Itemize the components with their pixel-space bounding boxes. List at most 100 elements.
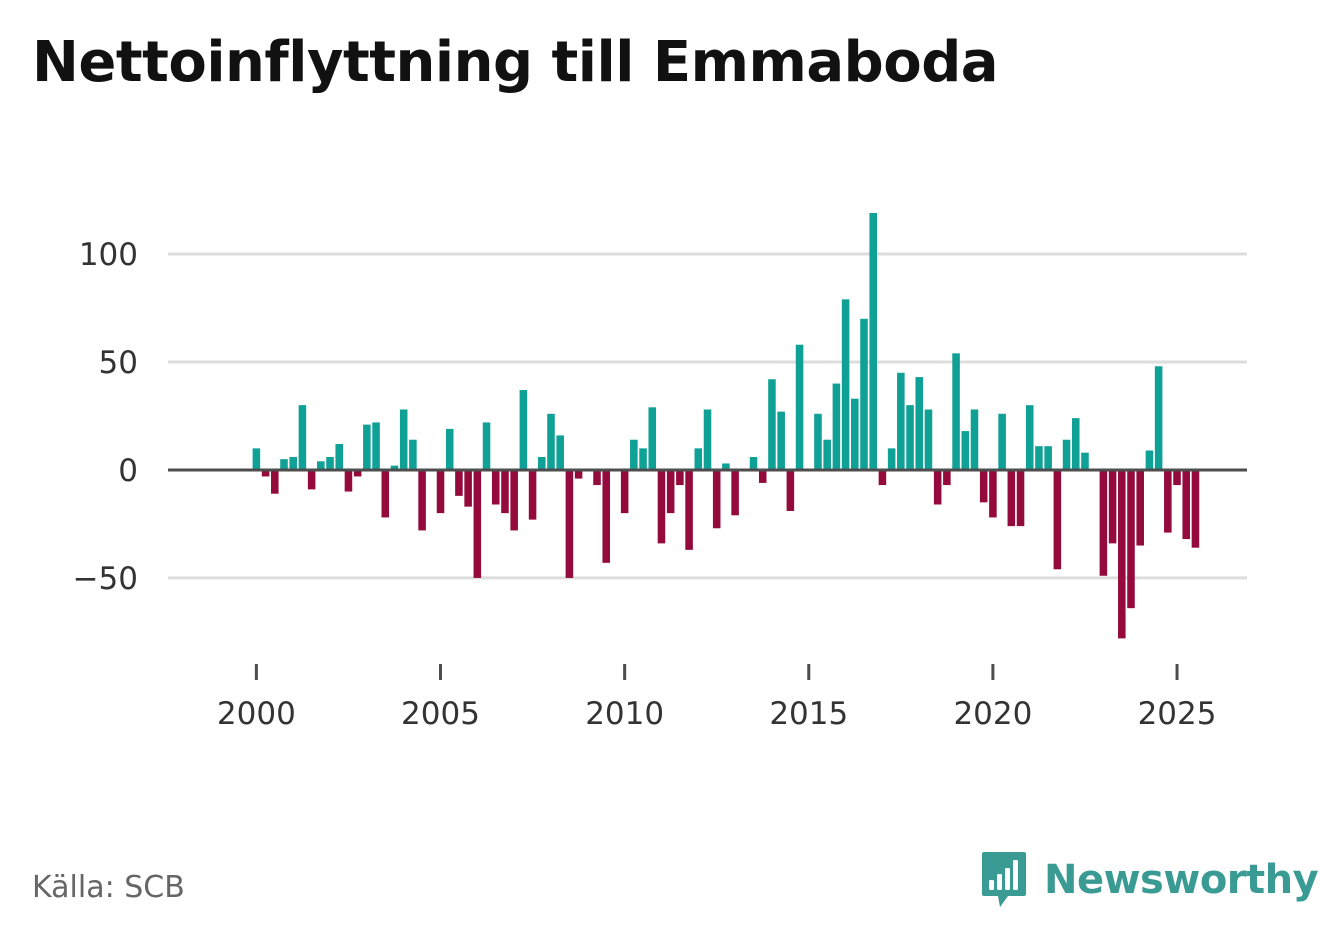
bar-positive bbox=[694, 448, 703, 470]
bar-positive bbox=[372, 422, 380, 470]
bar-negative bbox=[731, 469, 739, 516]
bar-negative bbox=[464, 469, 472, 507]
y-tick-label: 50 bbox=[99, 345, 138, 381]
bar-negative bbox=[989, 469, 997, 518]
bar-positive bbox=[897, 372, 905, 470]
bar-negative bbox=[1127, 469, 1135, 609]
grid-layer bbox=[168, 252, 1247, 580]
y-tick-label: 0 bbox=[118, 453, 138, 489]
bar-negative bbox=[455, 469, 463, 496]
brand-name: Newsworthy bbox=[1044, 857, 1319, 903]
bar-negative bbox=[933, 469, 942, 505]
bar-positive bbox=[970, 409, 979, 470]
bar-positive bbox=[722, 463, 730, 470]
bar-positive bbox=[832, 383, 841, 470]
bar-negative bbox=[712, 469, 721, 529]
bar-positive bbox=[1025, 405, 1034, 470]
bar-negative bbox=[1118, 469, 1126, 639]
chart-title: Nettoinflyttning till Emmaboda bbox=[32, 30, 999, 95]
bar-negative bbox=[565, 469, 574, 578]
bar-positive bbox=[1035, 446, 1043, 470]
bar-negative bbox=[1191, 469, 1200, 548]
bar-positive bbox=[906, 405, 914, 470]
bar-positive bbox=[519, 390, 528, 470]
bar-positive bbox=[887, 448, 896, 470]
bar-positive bbox=[317, 461, 325, 470]
bar-negative bbox=[1173, 469, 1181, 486]
bar-positive bbox=[961, 431, 970, 470]
bar-negative bbox=[1108, 469, 1117, 544]
y-tick-label: −50 bbox=[73, 561, 138, 597]
bar-chart: −50 0 50 100 2000 2005 2010 2015 2020 2025 bbox=[73, 212, 1247, 732]
x-tick-label: 2000 bbox=[217, 696, 296, 732]
bar-negative bbox=[1164, 469, 1172, 533]
bar-negative bbox=[657, 469, 666, 544]
bar-negative bbox=[344, 469, 353, 492]
y-tick-label: 100 bbox=[79, 237, 138, 273]
x-tick-label: 2015 bbox=[769, 696, 848, 732]
bar-negative bbox=[436, 469, 445, 514]
bar-positive bbox=[363, 424, 371, 470]
bar-positive bbox=[1081, 452, 1089, 470]
bar-negative bbox=[510, 469, 518, 531]
bar-positive bbox=[703, 409, 712, 470]
bar-negative bbox=[1016, 469, 1025, 527]
bar-positive bbox=[998, 413, 1006, 470]
bar-negative bbox=[758, 469, 767, 483]
x-tick-label: 2010 bbox=[585, 696, 664, 732]
bar-negative bbox=[353, 469, 362, 477]
bar-positive bbox=[482, 422, 491, 470]
bar-negative bbox=[1007, 469, 1016, 527]
bar-positive bbox=[1062, 439, 1071, 470]
brand-logo[interactable]: Newsworthy bbox=[980, 848, 1319, 912]
bar-positive bbox=[860, 318, 868, 470]
x-tick-label: 2025 bbox=[1138, 696, 1217, 732]
bar-negative bbox=[786, 469, 795, 511]
bar-negative bbox=[979, 469, 988, 503]
bar-positive bbox=[841, 299, 850, 470]
bar-negative bbox=[473, 469, 482, 578]
bar-positive bbox=[924, 409, 933, 470]
bar-positive bbox=[298, 405, 307, 470]
bar-positive bbox=[280, 459, 288, 470]
bar-positive bbox=[1145, 450, 1154, 470]
bar-positive bbox=[547, 413, 555, 470]
bar-positive bbox=[409, 439, 417, 470]
bar-positive bbox=[252, 448, 261, 470]
bar-negative bbox=[501, 469, 509, 514]
bar-positive bbox=[851, 398, 859, 470]
bar-negative bbox=[676, 469, 684, 486]
bar-positive bbox=[639, 448, 647, 470]
bar-negative bbox=[593, 469, 601, 486]
bar-positive bbox=[1071, 418, 1080, 470]
bar-negative bbox=[381, 469, 390, 518]
bar-positive bbox=[556, 435, 564, 470]
bar-positive bbox=[823, 439, 831, 470]
bar-negative bbox=[418, 469, 426, 531]
bar-positive bbox=[952, 353, 960, 470]
axis-layer: −50 0 50 100 2000 2005 2010 2015 2020 2025 bbox=[73, 237, 1217, 732]
bar-layer bbox=[252, 212, 1200, 639]
bar-positive bbox=[749, 457, 758, 470]
bar-chart-speech-bubble-icon bbox=[982, 852, 1026, 907]
bar-positive bbox=[289, 457, 297, 470]
bar-positive bbox=[390, 465, 399, 470]
bar-negative bbox=[574, 469, 583, 479]
bar-positive bbox=[648, 407, 657, 470]
bar-negative bbox=[620, 469, 629, 514]
bar-negative bbox=[602, 469, 610, 563]
bar-positive bbox=[1154, 366, 1163, 470]
bar-negative bbox=[528, 469, 537, 520]
bar-positive bbox=[795, 344, 804, 470]
bar-negative bbox=[666, 469, 675, 514]
bar-positive bbox=[630, 439, 638, 470]
bar-positive bbox=[915, 377, 924, 470]
bar-positive bbox=[445, 428, 454, 470]
bar-negative bbox=[1136, 469, 1144, 546]
bar-positive bbox=[768, 379, 776, 470]
source-note: Källa: SCB bbox=[32, 870, 185, 905]
bar-positive bbox=[326, 457, 334, 470]
bar-positive bbox=[399, 409, 408, 470]
bar-negative bbox=[307, 469, 316, 490]
bar-positive bbox=[538, 457, 546, 470]
